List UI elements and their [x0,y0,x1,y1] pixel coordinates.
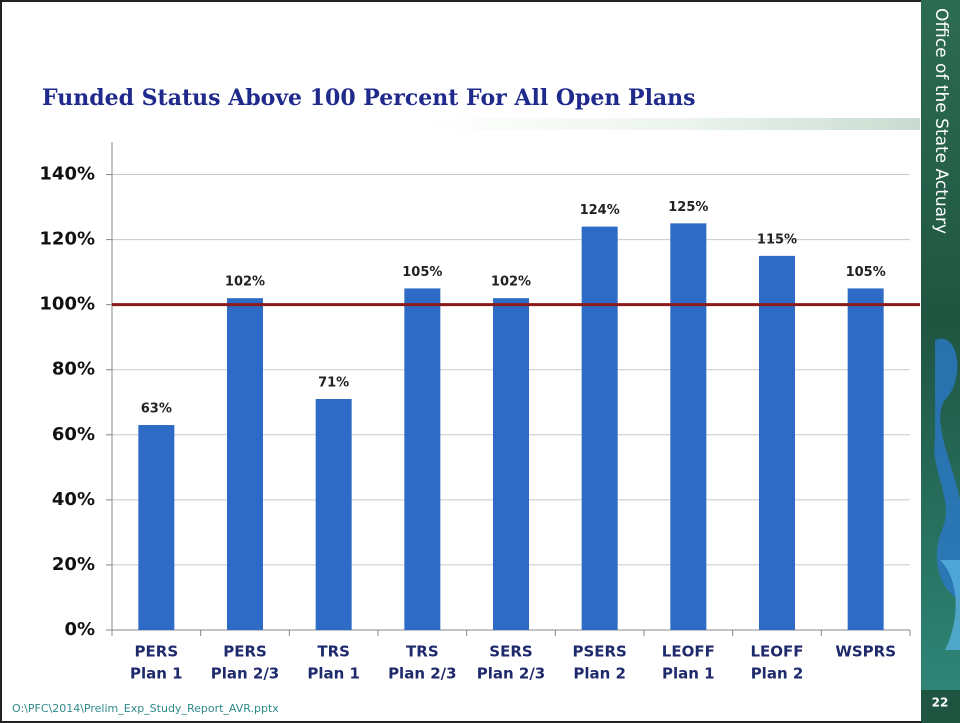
title-band [420,118,920,130]
x-tick-label: TRS [317,643,350,661]
page-number: 22 [932,696,949,710]
x-tick-label: PERS [135,643,179,661]
value-label: 102% [225,275,265,290]
y-tick-label: 100% [39,294,95,315]
y-tick-label: 80% [52,359,95,380]
value-label: 124% [580,203,620,218]
value-label: 105% [846,265,886,280]
bar [848,288,884,630]
y-tick-label: 20% [52,554,95,575]
bar [759,256,795,630]
x-tick-label: PSERS [572,643,626,661]
x-tick-label: Plan 1 [130,665,183,683]
y-tick-label: 40% [52,489,95,510]
y-tick-label: 60% [52,424,95,445]
sidebar-text: Office of the State Actuary [931,8,951,234]
bar [227,298,263,630]
y-tick-label: 140% [39,164,95,185]
value-label: 63% [141,402,172,417]
x-tick-label: PERS [223,643,267,661]
footer: O:\PFC\2014\Prelim_Exp_Study_Report_AVR.… [12,702,279,715]
x-tick-label: Plan 1 [662,665,715,683]
page: Office of the State Actuary 22 Funded St… [0,0,960,723]
slide: Office of the State Actuary 22 Funded St… [0,0,960,723]
value-label: 125% [668,200,708,215]
x-tick-label: TRS [406,643,439,661]
x-tick-label: WSPRS [835,643,896,661]
bar [670,223,706,630]
x-tick-label: LEOFF [750,643,803,661]
chart-title: Funded Status Above 100 Percent For All … [42,85,696,111]
y-tick-label: 120% [39,229,95,250]
x-tick-label: Plan 2/3 [211,665,280,683]
x-tick-label: LEOFF [662,643,715,661]
value-label: 71% [318,376,349,391]
bar [316,399,352,630]
x-tick-label: Plan 1 [307,665,360,683]
bar [582,227,618,630]
x-tick-label: Plan 2 [751,665,804,683]
value-label: 105% [402,265,442,280]
x-tick-label: Plan 2 [573,665,626,683]
bar [404,288,440,630]
bar [493,298,529,630]
value-label: 115% [757,232,797,247]
value-label: 102% [491,275,531,290]
y-tick-label: 0% [64,619,95,640]
bar [138,425,174,630]
x-tick-label: Plan 2/3 [388,665,457,683]
x-tick-label: Plan 2/3 [477,665,546,683]
x-tick-label: SERS [489,643,532,661]
